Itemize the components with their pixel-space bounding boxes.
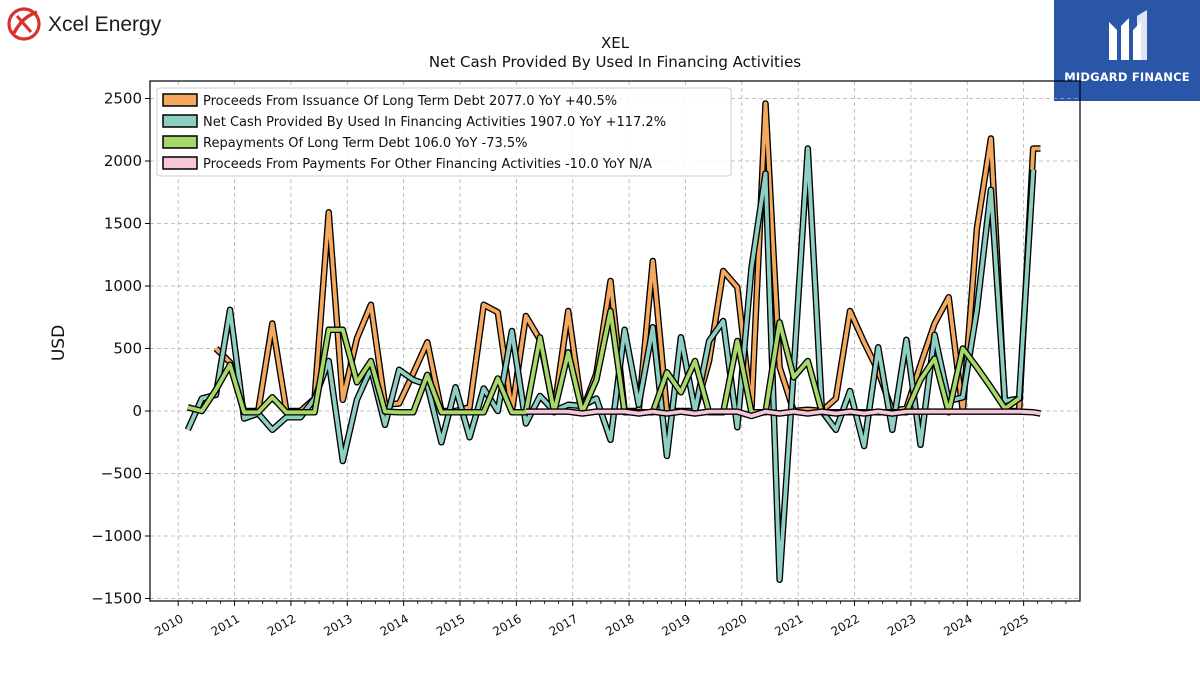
legend-swatch-1 xyxy=(162,114,198,128)
y-axis-label: USD xyxy=(49,325,69,361)
y-tick-label: 2000 xyxy=(104,152,142,170)
y-tick-label: −500 xyxy=(101,465,142,483)
y-tick-label: 500 xyxy=(113,340,142,358)
x-tick-label: 2023 xyxy=(885,611,918,638)
legend-box xyxy=(156,87,732,177)
xcel-energy-logo-text: Xcel Energy xyxy=(48,13,162,36)
midgard-finance-logo: MIDGARD FINANCE xyxy=(1054,0,1200,101)
x-tick-label: 2025 xyxy=(998,611,1031,638)
legend-swatch-0 xyxy=(162,93,198,107)
xcel-energy-logo-mark: Xcel Energy xyxy=(7,7,162,41)
x-tick-label: 2020 xyxy=(716,611,749,638)
x-tick-label: 2022 xyxy=(829,611,862,638)
x-tick-label: 2016 xyxy=(490,611,523,638)
y-tick-label: 0 xyxy=(132,402,142,420)
midgard-finance-logo-text: MIDGARD FINANCE xyxy=(1064,70,1190,84)
legend-swatch-2 xyxy=(162,135,198,149)
chart-subtitle: Net Cash Provided By Used In Financing A… xyxy=(429,53,801,71)
series-lines xyxy=(184,100,1042,584)
legend-label-0: Proceeds From Issuance Of Long Term Debt… xyxy=(203,94,617,109)
chart-title: XEL xyxy=(601,34,630,52)
x-tick-label: 2012 xyxy=(265,611,298,638)
y-tick-label: −1500 xyxy=(91,590,142,608)
x-tick-label: 2011 xyxy=(209,611,242,638)
x-tick-label: 2014 xyxy=(378,611,411,638)
x-tick-label: 2010 xyxy=(152,611,185,638)
x-tick-label: 2015 xyxy=(434,611,467,638)
series-line-3 xyxy=(525,409,1041,418)
legend-swatch-3 xyxy=(162,156,198,170)
series-line-1 xyxy=(186,146,1036,582)
x-tick-label: 2017 xyxy=(547,611,580,638)
legend-label-1: Net Cash Provided By Used In Financing A… xyxy=(203,115,666,130)
legend-label-3: Proceeds From Payments For Other Financi… xyxy=(203,157,652,172)
x-tick-label: 2018 xyxy=(603,611,636,638)
axis-ticks: −1500 −1000 −500 0 500 1000 1500 2000 2500 2010 20… xyxy=(91,90,1067,639)
y-tick-label: 1000 xyxy=(104,277,142,295)
midgard-finance-logo-mark xyxy=(1109,10,1147,60)
x-tick-label: 2013 xyxy=(321,611,354,638)
y-tick-label: 2500 xyxy=(104,90,142,108)
x-tick-label: 2019 xyxy=(660,611,693,638)
xcel-energy-logo: Xcel Energy xyxy=(6,4,196,44)
y-tick-label: 1500 xyxy=(104,215,142,233)
legend: Proceeds From Issuance Of Long Term Debt… xyxy=(156,87,732,177)
y-tick-label: −1000 xyxy=(91,527,142,545)
x-tick-label: 2024 xyxy=(941,611,974,638)
x-tick-label: 2021 xyxy=(772,611,805,638)
legend-label-2: Repayments Of Long Term Debt 106.0 YoY -… xyxy=(203,136,528,151)
